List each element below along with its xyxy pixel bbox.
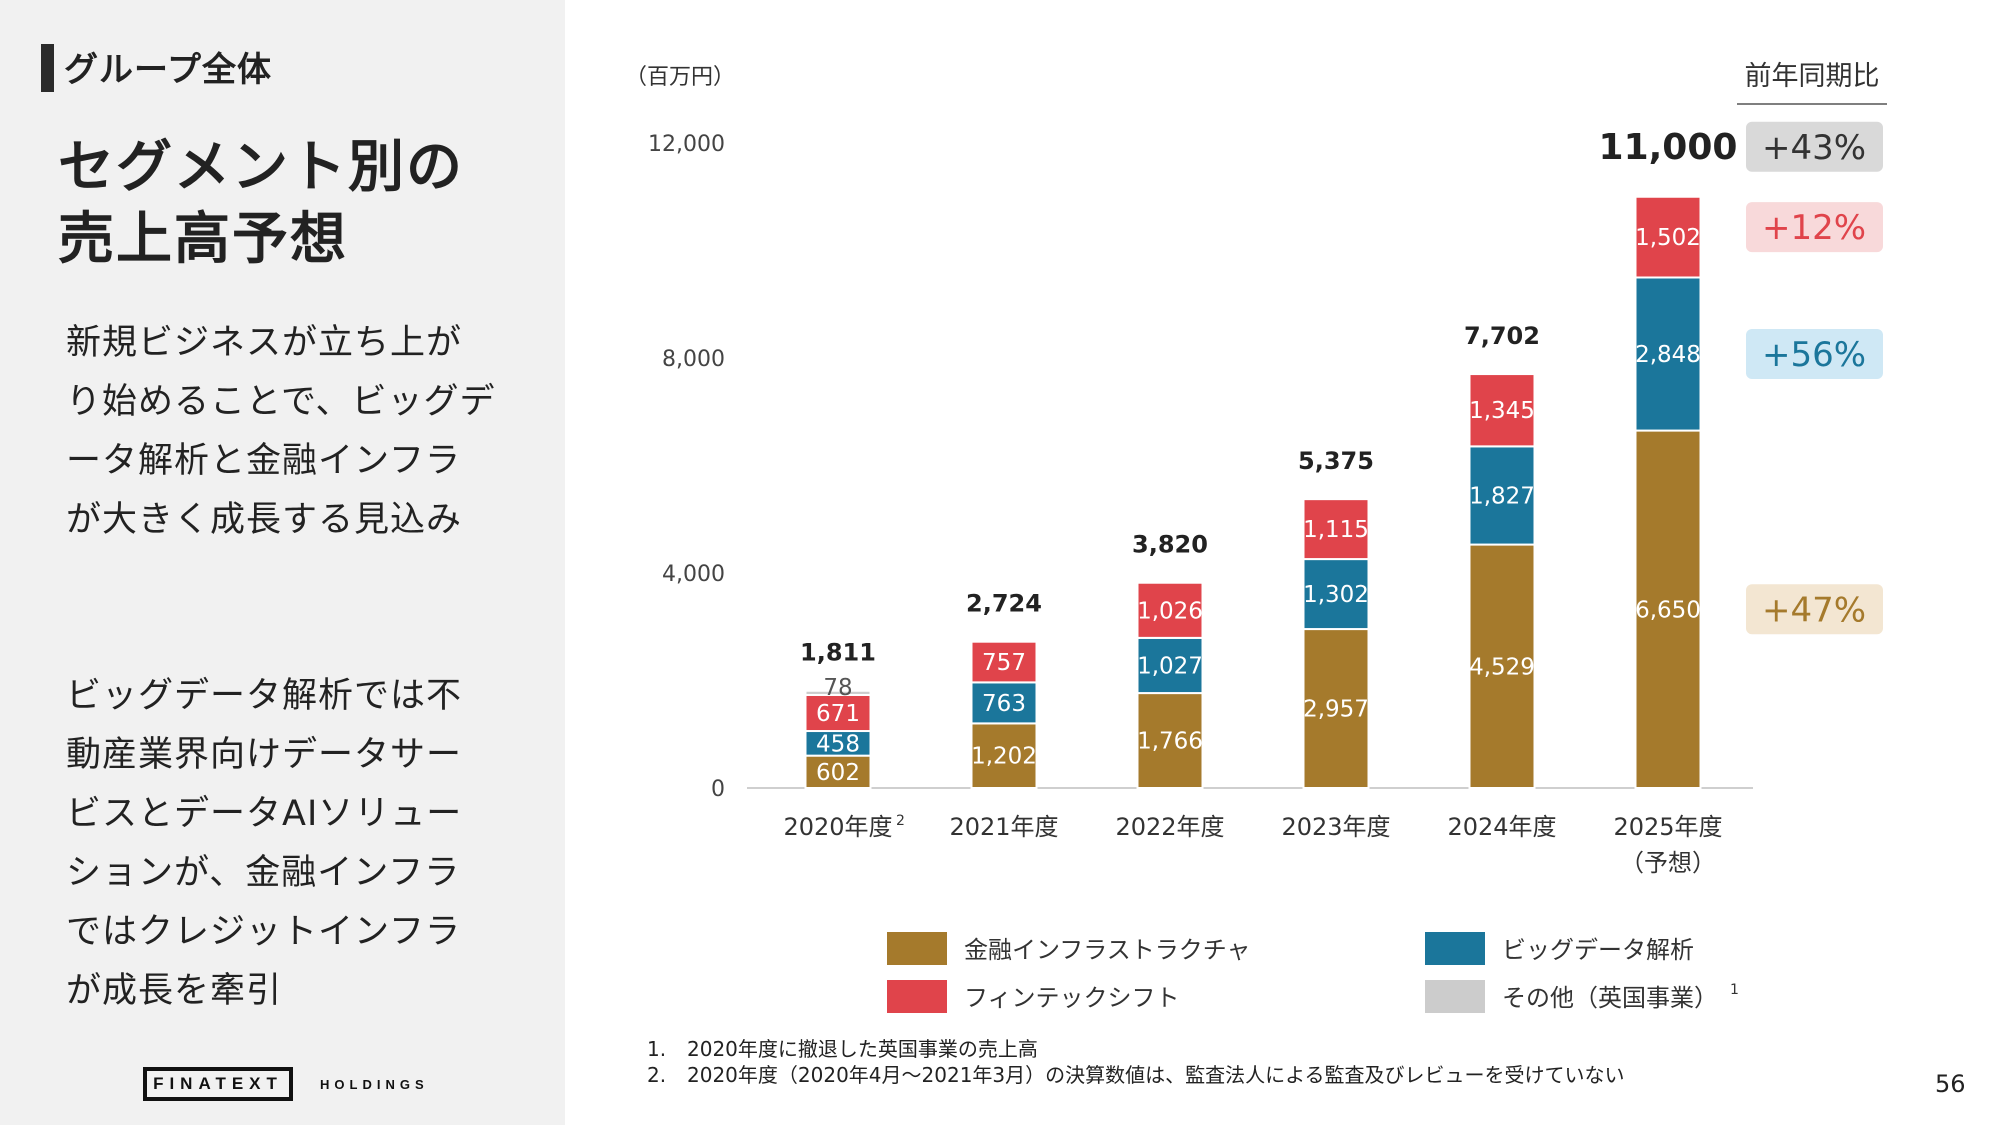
legend-swatch: [887, 932, 947, 965]
x-category-sublabel: （予想）: [1620, 849, 1716, 877]
description-2: ビッグデータ解析では不動産業界向けデータサービスとデータAIソリューションが、金…: [66, 676, 463, 1011]
footnote-1: 1. 2020年度に撤退した英国事業の売上高: [647, 1036, 1625, 1062]
x-category-label: 2022年度: [1115, 813, 1224, 841]
bar-value-label: 1,502: [1635, 225, 1701, 251]
bar-segment: [1136, 581, 1204, 639]
bar-segment: [1136, 692, 1204, 790]
x-category-label: 2021年度: [949, 813, 1058, 841]
footnote-1-text: 2020年度に撤退した英国事業の売上高: [687, 1037, 1038, 1061]
bar-segment: [1302, 498, 1370, 561]
bar-segment: [804, 730, 872, 757]
yoy-badge-label: +56%: [1762, 335, 1866, 375]
bar-segment: [1302, 558, 1370, 631]
bar-value-label: 757: [982, 650, 1026, 676]
bar-value-label: 1,766: [1137, 729, 1203, 755]
y-tick-label: 8,000: [662, 347, 725, 372]
bar-value-label: 4,529: [1469, 654, 1535, 680]
bar-segment: [1634, 276, 1702, 432]
legend-label: その他（英国事業）: [1502, 984, 1718, 1012]
bar-segment: [804, 689, 872, 696]
bar-value-label: 671: [816, 701, 860, 727]
bar-segment: [970, 681, 1038, 725]
bar-segment: [1634, 429, 1702, 789]
section-marker: [41, 44, 54, 92]
bar-segment: [1468, 373, 1536, 448]
x-category-label: 2020年度: [783, 813, 892, 841]
slide-title: セグメント別の 売上高予想: [58, 132, 538, 276]
legend-swatch: [1425, 980, 1485, 1013]
yoy-badge-label: +43%: [1762, 128, 1866, 168]
legend-label: 金融インフラストラクチャ: [964, 936, 1251, 964]
section-label: グループ全体: [64, 50, 272, 90]
bar-value-label: 1,027: [1137, 653, 1203, 679]
bar-segment: [1634, 195, 1702, 279]
bar-value-label: 2,848: [1635, 342, 1701, 368]
y-tick-label: 4,000: [662, 562, 725, 587]
footnote-1-num: 1.: [647, 1037, 667, 1061]
bar-value-label: 458: [816, 731, 860, 757]
footnote-2-text: 2020年度（2020年4月～2021年3月）の決算数値は、監査法人による監査及…: [687, 1063, 1625, 1087]
legend-swatch: [1425, 932, 1485, 965]
bar-total-label: 3,820: [1132, 531, 1208, 559]
bar-value-label: 1,115: [1303, 517, 1369, 543]
yoy-header: 前年同期比: [1745, 61, 1880, 92]
bar-segment: [970, 640, 1038, 684]
footnote-2-num: 2.: [647, 1063, 667, 1087]
y-tick-label: 0: [711, 777, 725, 802]
slide-title-line2: 売上高予想: [58, 207, 348, 272]
bar-value-label: 1,026: [1137, 598, 1203, 624]
footnotes: 1. 2020年度に撤退した英国事業の売上高 2. 2020年度（2020年4月～2…: [647, 1036, 1625, 1088]
yoy-badge: [1746, 202, 1883, 253]
bar-total-label: 1,811: [800, 639, 876, 667]
bar-total-label: 11,000: [1599, 127, 1738, 168]
yoy-badge: [1746, 329, 1883, 380]
brand-sub: HOLDINGS: [320, 1077, 429, 1092]
bar-value-label: 602: [816, 760, 860, 786]
bar-segment: [804, 754, 872, 790]
x-category-label: 2024年度: [1447, 813, 1556, 841]
legend-label: フィンテックシフト: [964, 984, 1180, 1012]
yoy-badge-label: +12%: [1762, 208, 1866, 248]
bar-value-label: 763: [982, 691, 1026, 717]
slide-title-line1: セグメント別の: [58, 135, 464, 200]
bar-segment: [970, 722, 1038, 790]
bar-segment: [1468, 543, 1536, 789]
legend-footnote-mark: 1: [1730, 982, 1739, 998]
x-category-footnote-mark: 2: [896, 813, 905, 829]
bar-segment: [1136, 636, 1204, 695]
left-panel: グループ全体 セグメント別の 売上高予想 新規ビジネスが立ち上がり始めることで、…: [0, 0, 565, 1125]
footnote-2: 2. 2020年度（2020年4月～2021年3月）の決算数値は、監査法人による監…: [647, 1062, 1625, 1088]
bar-segment: [1468, 445, 1536, 546]
bar-value-label: 1,202: [971, 744, 1037, 770]
y-unit-label: （百万円）: [625, 65, 735, 90]
x-category-label: 2025年度: [1613, 813, 1722, 841]
bar-value-label: 6,650: [1635, 597, 1701, 623]
yoy-badge: [1746, 121, 1883, 172]
bar-total-label: 2,724: [966, 590, 1042, 618]
bar-total-label: 5,375: [1298, 447, 1374, 475]
bar-value-label: 78: [823, 675, 852, 701]
bar-value-label: 1,827: [1469, 483, 1535, 509]
legend-swatch: [887, 980, 947, 1013]
legend-label: ビッグデータ解析: [1502, 936, 1694, 964]
yoy-badge: [1746, 584, 1883, 635]
bar-total-label: 7,702: [1464, 322, 1540, 350]
description-1: 新規ビジネスが立ち上がり始めることで、ビッグデータ解析と金融インフラが大きく成長…: [66, 323, 496, 540]
x-category-label: 2023年度: [1281, 813, 1390, 841]
y-tick-label: 12,000: [648, 132, 725, 157]
yoy-badge-label: +47%: [1762, 590, 1866, 630]
bar-value-label: 1,345: [1469, 398, 1535, 424]
bar-value-label: 1,302: [1303, 582, 1369, 608]
brand-logo: FINATEXT: [143, 1067, 293, 1101]
page-number: 56: [1935, 1070, 1966, 1098]
bar-value-label: 2,957: [1303, 697, 1369, 723]
bar-segment: [1302, 628, 1370, 790]
